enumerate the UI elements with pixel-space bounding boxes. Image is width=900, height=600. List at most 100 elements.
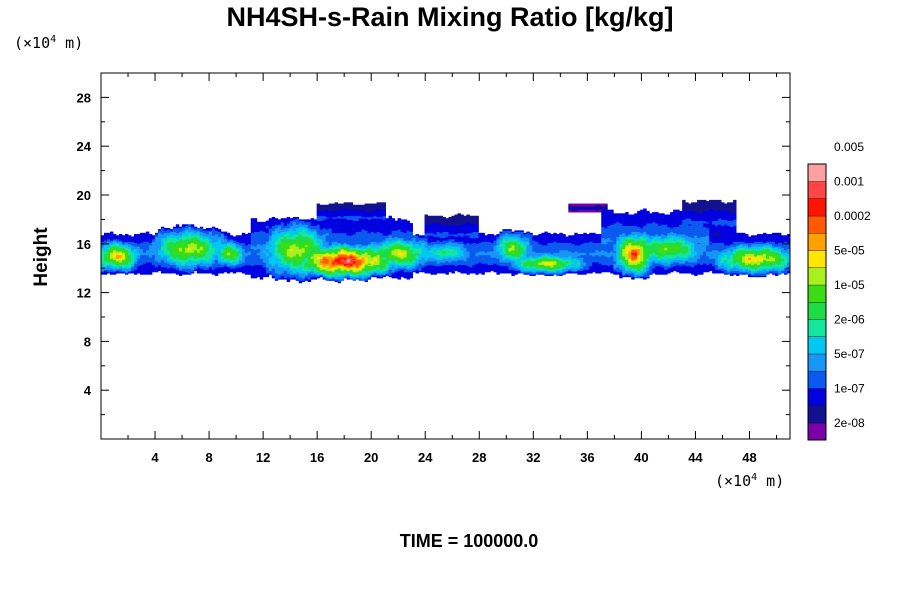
field-cell (754, 241, 764, 243)
field-cell (136, 262, 147, 264)
field-cell (235, 263, 240, 265)
field-cell (544, 265, 551, 268)
field-cell (109, 245, 120, 247)
field-cell (127, 271, 153, 274)
field-cell (721, 235, 749, 237)
field-cell (433, 232, 437, 235)
field-cell (104, 256, 108, 258)
field-cell (496, 237, 500, 240)
field-cell (709, 256, 719, 258)
field-cell (658, 224, 662, 226)
field-cell (517, 241, 521, 243)
colorbar-swatch (807, 215, 827, 234)
field-cell (106, 251, 114, 253)
field-cell (661, 234, 665, 236)
field-cell (412, 238, 416, 241)
field-cell (391, 236, 395, 239)
field-cell (703, 224, 716, 226)
field-cell (331, 241, 339, 243)
field-cell (379, 208, 386, 211)
field-cell (277, 246, 282, 248)
field-cell (397, 277, 401, 280)
field-cell (232, 242, 237, 245)
field-cell (316, 224, 321, 226)
field-cell (415, 271, 419, 274)
field-cell (772, 245, 791, 247)
field-cell (361, 262, 366, 264)
field-cell (523, 251, 527, 253)
field-cell (463, 243, 497, 246)
field-cell (112, 266, 120, 269)
field-cell (424, 243, 428, 246)
field-cell (388, 266, 407, 269)
field-cell (388, 235, 392, 237)
field-cell (616, 242, 623, 245)
field-cell (364, 258, 369, 261)
field-cell (478, 242, 497, 245)
field-cell (112, 260, 120, 263)
field-cell (391, 232, 413, 235)
field-cell (124, 257, 129, 259)
field-cell (733, 259, 740, 262)
field-cell (613, 258, 617, 261)
field-cell (391, 262, 395, 264)
field-cell (601, 231, 632, 234)
field-cell (682, 252, 686, 254)
field-cell (502, 237, 521, 240)
field-cell (637, 268, 641, 270)
field-cell (268, 230, 273, 232)
field-cell (649, 236, 653, 239)
field-cell (667, 268, 716, 270)
field-cell (442, 231, 449, 234)
field-cell (133, 259, 138, 262)
field-cell (334, 258, 342, 261)
field-cell (160, 227, 165, 230)
field-cell (349, 249, 354, 252)
field-cell (166, 266, 171, 269)
field-cell (187, 245, 198, 247)
field-cell (718, 224, 722, 226)
field-cell (322, 256, 333, 258)
field-cell (328, 234, 348, 236)
field-cell (781, 270, 788, 273)
field-cell (211, 254, 216, 257)
field-cell (763, 241, 767, 243)
field-cell (334, 274, 339, 276)
field-cell (394, 245, 398, 247)
field-cell (508, 238, 518, 241)
field-cell (340, 248, 345, 251)
field-cell (163, 240, 180, 242)
field-cell (364, 265, 377, 268)
field-cell (706, 252, 722, 254)
field-cell (115, 252, 120, 254)
field-cell (718, 249, 722, 252)
field-cell (640, 270, 647, 273)
field-cell (697, 258, 716, 261)
field-cell (601, 229, 710, 231)
field-cell (250, 237, 270, 240)
field-cell (391, 270, 395, 273)
field-cell (775, 253, 782, 256)
field-cell (457, 259, 464, 262)
field-cell (343, 264, 348, 267)
field-cell (262, 230, 270, 232)
field-cell (352, 277, 357, 280)
field-cell (424, 265, 470, 268)
field-cell (373, 271, 377, 274)
field-cell (364, 209, 375, 212)
field-cell (499, 258, 503, 261)
colorbar-swatch (807, 250, 827, 268)
field-cell (277, 248, 282, 251)
field-cell (211, 234, 216, 236)
field-cell (628, 257, 632, 259)
colorbar-label: 2e-08 (834, 416, 865, 430)
field-cell (511, 252, 518, 254)
field-cell (157, 265, 162, 268)
field-cell (199, 262, 204, 264)
field-cell (274, 227, 282, 230)
field-cell (553, 262, 557, 264)
field-cell (127, 270, 132, 273)
field-cell (277, 226, 282, 229)
field-cell (319, 275, 324, 278)
field-cell (151, 263, 171, 265)
